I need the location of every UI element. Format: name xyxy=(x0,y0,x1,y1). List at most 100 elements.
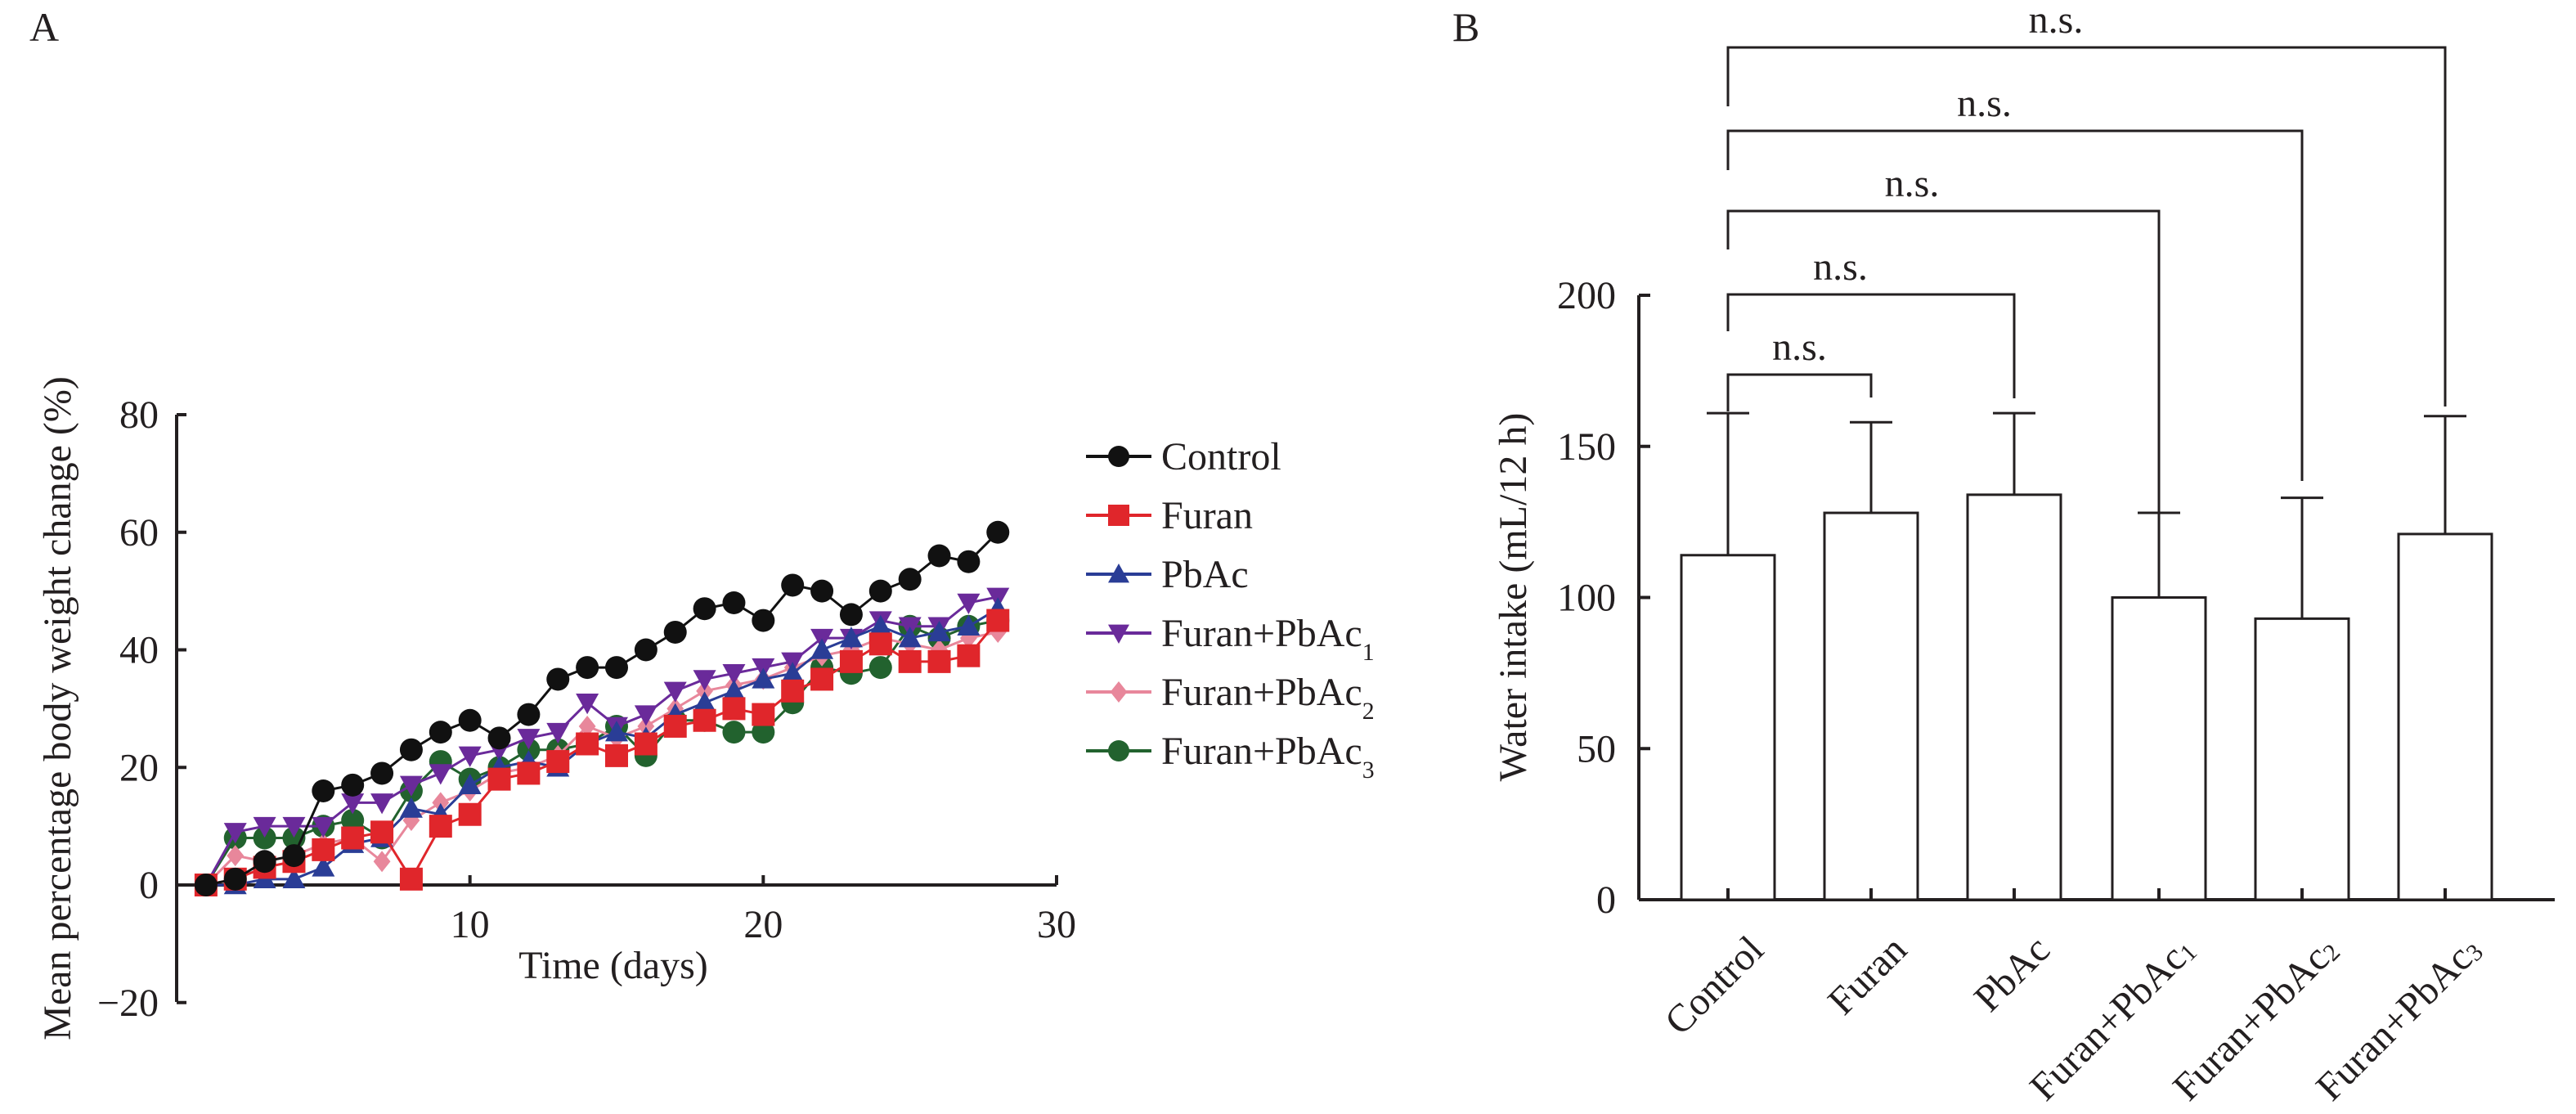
series-line xyxy=(204,595,999,886)
significance-bracket: n.s. xyxy=(1726,82,2304,481)
data-point xyxy=(722,591,746,614)
data-point xyxy=(957,644,981,667)
legend-marker xyxy=(1108,505,1129,526)
x-tick-label: 10 xyxy=(451,903,490,946)
data-point xyxy=(810,579,834,603)
series-line xyxy=(205,619,999,887)
legend-item: Furan+PbAc3 xyxy=(1086,730,1375,784)
data-point xyxy=(399,738,423,761)
data-point xyxy=(487,767,511,791)
bar-furan-pbac2 xyxy=(2254,496,2350,901)
chart-a-legend: ControlFuranPbAcFuran+PbAc1Furan+PbAc2Fu… xyxy=(1086,435,1375,784)
legend-label-subscript: 2 xyxy=(1362,698,1375,725)
data-point xyxy=(898,649,922,673)
data-point xyxy=(839,649,863,673)
legend-label: Furan+PbAc1 xyxy=(1161,612,1375,666)
significance-label: n.s. xyxy=(1772,326,1827,369)
significance-label: n.s. xyxy=(1813,245,1868,289)
legend-label: Furan+PbAc3 xyxy=(1161,730,1375,784)
significance-bracket: n.s. xyxy=(1726,162,2161,541)
bar-rect xyxy=(1966,493,2062,901)
data-point xyxy=(986,609,1010,632)
bracket-line xyxy=(1726,373,1873,411)
legend-label-text: Control xyxy=(1161,435,1281,478)
data-point xyxy=(663,714,687,738)
data-point xyxy=(576,732,599,756)
data-point xyxy=(399,797,423,818)
legend-item: Control xyxy=(1086,435,1281,478)
data-point xyxy=(781,662,805,683)
data-point xyxy=(722,697,746,721)
data-point xyxy=(517,761,541,785)
data-point xyxy=(931,639,948,661)
data-point xyxy=(517,738,541,761)
data-point xyxy=(663,681,687,703)
data-point xyxy=(576,656,599,680)
data-point xyxy=(578,715,596,737)
y-tick-label: 0 xyxy=(1596,878,1616,922)
significance-label: n.s. xyxy=(1957,82,2012,125)
chart-b-significance-brackets: n.s. n.s. n.s. n.s. n.s. xyxy=(1726,0,2447,541)
data-point xyxy=(194,874,218,896)
data-point xyxy=(898,627,922,648)
data-point xyxy=(752,703,775,726)
chart-b-water-intake: 200 150 100 50 0 Water intake (mL/12 h) n.s.… xyxy=(1492,0,2555,1109)
y-tick-label: 50 xyxy=(1577,727,1616,770)
chart-a-series xyxy=(194,520,1010,896)
data-point xyxy=(722,664,746,685)
data-point xyxy=(399,775,423,797)
data-point xyxy=(312,779,335,802)
data-point xyxy=(458,802,482,826)
significance-label: n.s. xyxy=(1885,162,1940,205)
significance-bracket: n.s. xyxy=(1726,0,2447,407)
category-label-text: Furan xyxy=(1820,928,1915,1023)
data-point xyxy=(399,867,423,891)
legend-item: Furan+PbAc2 xyxy=(1086,671,1375,725)
chart-b-category-labels: Control Furan PbAcFuran+PbAc1Furan+PbAc2Fu… xyxy=(1656,928,2488,1109)
data-point xyxy=(312,816,335,838)
bar-rect xyxy=(1823,511,1919,901)
y-tick-label: 80 xyxy=(119,393,159,437)
category-label: Control xyxy=(1656,928,1771,1043)
data-point xyxy=(839,627,863,648)
data-point xyxy=(927,620,951,642)
data-point xyxy=(341,773,365,797)
legend-item: PbAc xyxy=(1086,553,1249,596)
category-label-text: PbAc xyxy=(1966,928,2058,1020)
bar-furan xyxy=(1823,420,1919,901)
data-point xyxy=(312,856,335,877)
data-point xyxy=(282,816,306,838)
y-tick-label: 60 xyxy=(119,511,159,555)
series-line xyxy=(205,607,999,887)
chart-b-bars xyxy=(1680,411,2493,901)
data-point xyxy=(810,638,834,659)
data-point xyxy=(253,826,276,850)
legend-label-subscript: 1 xyxy=(1362,639,1375,666)
bar-furan-pbac1 xyxy=(2111,511,2207,901)
data-point xyxy=(517,703,541,726)
data-point xyxy=(957,614,981,636)
data-point xyxy=(868,632,892,656)
bar-furan-pbac3 xyxy=(2397,415,2493,901)
data-point xyxy=(663,620,687,644)
y-tick-label: 200 xyxy=(1557,274,1616,317)
series-furan xyxy=(194,609,1010,896)
data-point xyxy=(458,708,482,732)
legend-marker xyxy=(1108,446,1129,467)
data-point xyxy=(253,816,276,838)
bar-rect xyxy=(2111,596,2207,901)
panel-label-b: B xyxy=(1452,4,1479,50)
y-tick-label: −20 xyxy=(97,981,159,1025)
data-point xyxy=(693,691,716,712)
data-point xyxy=(693,670,716,691)
data-point xyxy=(605,721,628,742)
y-tick-label: 100 xyxy=(1557,577,1616,620)
y-tick-label: 150 xyxy=(1557,425,1616,469)
data-point xyxy=(839,603,863,627)
chart-b-y-ticks: 200 150 100 50 0 xyxy=(1557,274,1650,922)
legend-marker xyxy=(1108,624,1129,644)
bar-pbac xyxy=(1966,411,2062,901)
x-tick-label: 20 xyxy=(743,903,783,946)
category-label: Furan xyxy=(1820,928,1915,1023)
